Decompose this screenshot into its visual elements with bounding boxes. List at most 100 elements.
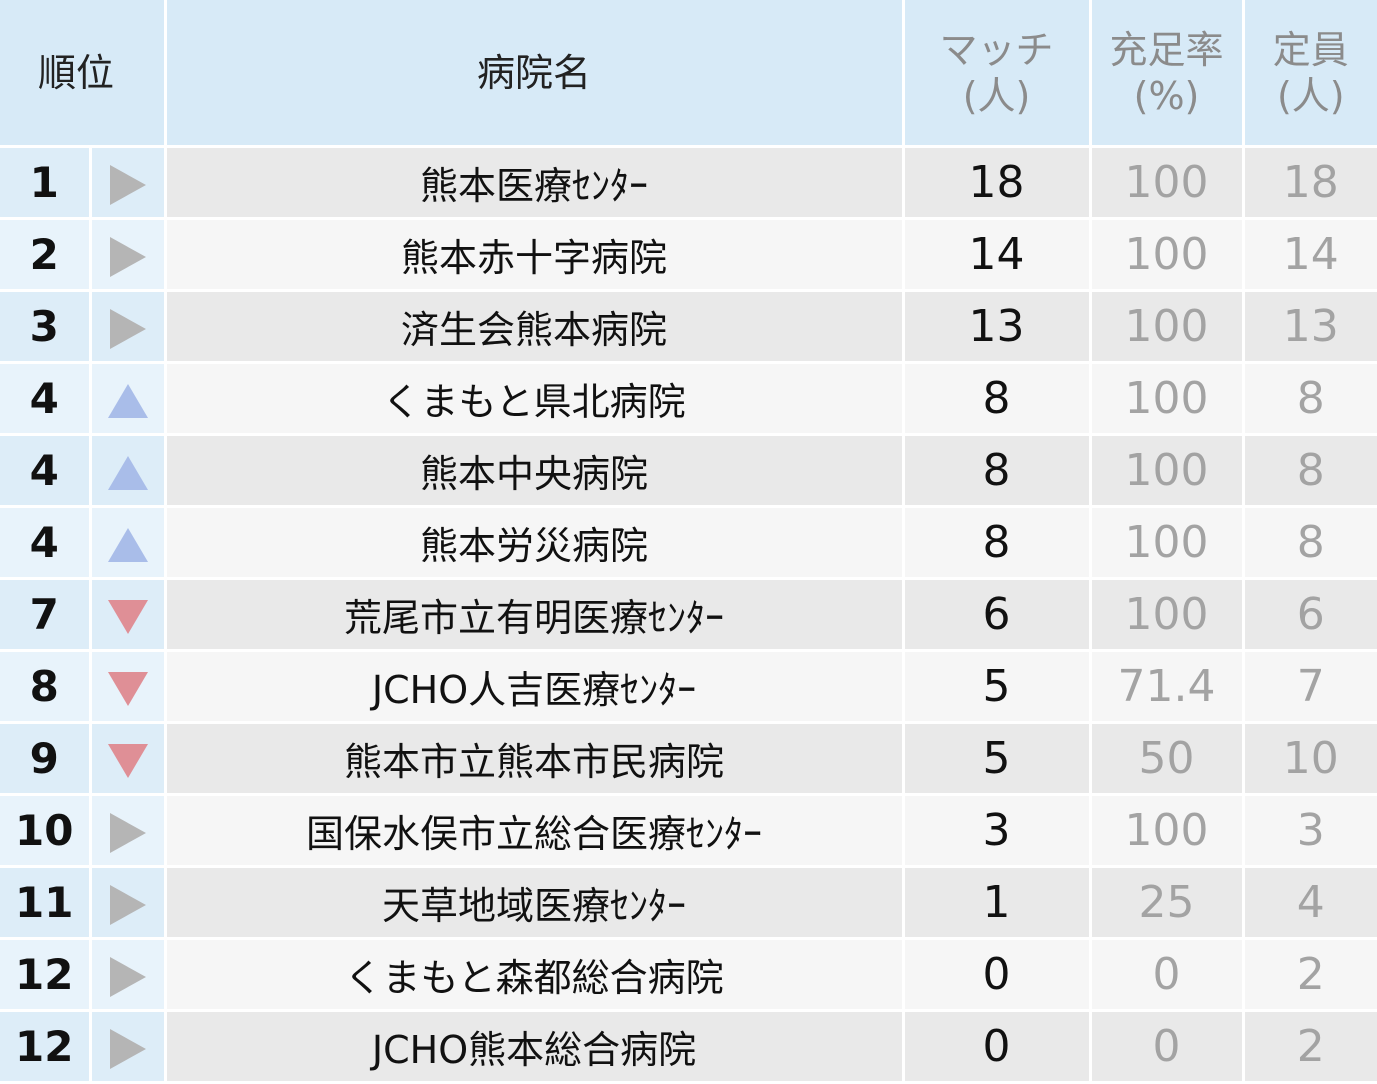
hospital-name-cell: 国保水俣市立総合医療ｾﾝﾀｰ bbox=[165, 794, 905, 868]
trend-cell bbox=[90, 1010, 167, 1084]
hospital-name-cell: JCHO熊本総合病院 bbox=[165, 1010, 905, 1084]
match-cell: 6 bbox=[903, 578, 1092, 652]
capacity-cell: 10 bbox=[1243, 722, 1377, 796]
hospital-name-cell: 熊本市立熊本市民病院 bbox=[165, 722, 905, 796]
table-row: 2 熊本赤十字病院 14 100 14 bbox=[0, 218, 1377, 292]
rank-cell: 4 bbox=[0, 434, 92, 508]
match-cell: 14 bbox=[903, 218, 1092, 292]
match-cell: 13 bbox=[903, 290, 1092, 364]
rank-cell: 8 bbox=[0, 650, 92, 724]
trend-up-icon bbox=[107, 456, 148, 490]
trend-down-icon bbox=[107, 744, 148, 778]
table-row: 3 済生会熊本病院 13 100 13 bbox=[0, 290, 1377, 364]
capacity-cell: 8 bbox=[1243, 434, 1377, 508]
capacity-cell: 18 bbox=[1243, 146, 1377, 220]
capacity-cell: 8 bbox=[1243, 362, 1377, 436]
ranking-rows: 1 熊本医療ｾﾝﾀｰ 18 100 18 2 熊本赤十字病院 14 100 14 3 済生会熊本病院 1… bbox=[0, 146, 1377, 1084]
trend-up-icon bbox=[107, 528, 148, 562]
capacity-cell: 4 bbox=[1243, 866, 1377, 940]
rank-cell: 4 bbox=[0, 362, 92, 436]
capacity-cell: 2 bbox=[1243, 1010, 1377, 1084]
match-cell: 0 bbox=[903, 1010, 1092, 1084]
match-header-label: マッチ bbox=[939, 27, 1054, 72]
table-row: 4 くまもと県北病院 8 100 8 bbox=[0, 362, 1377, 436]
match-cell: 8 bbox=[903, 434, 1092, 508]
fill-rate-cell: 100 bbox=[1090, 794, 1245, 868]
table-row: 12 JCHO熊本総合病院 0 0 2 bbox=[0, 1010, 1377, 1084]
hospital-name-cell: JCHO人吉医療ｾﾝﾀｰ bbox=[165, 650, 905, 724]
rank-cell: 2 bbox=[0, 218, 92, 292]
match-header: マッチ (人) bbox=[903, 0, 1092, 148]
trend-cell bbox=[90, 866, 167, 940]
fill-rate-cell: 100 bbox=[1090, 290, 1245, 364]
trend-flat-icon bbox=[109, 1029, 146, 1069]
trend-flat-icon bbox=[109, 309, 146, 349]
hospital-name-cell: 天草地域医療ｾﾝﾀｰ bbox=[165, 866, 905, 940]
match-cell: 8 bbox=[903, 362, 1092, 436]
fill-rate-cell: 0 bbox=[1090, 1010, 1245, 1084]
trend-flat-icon bbox=[109, 885, 146, 925]
hospital-name-cell: 済生会熊本病院 bbox=[165, 290, 905, 364]
fill-rate-cell: 25 bbox=[1090, 866, 1245, 940]
rank-header: 順位 bbox=[0, 0, 167, 148]
trend-cell bbox=[90, 722, 167, 796]
capacity-cell: 2 bbox=[1243, 938, 1377, 1012]
match-cell: 18 bbox=[903, 146, 1092, 220]
hospital-name-cell: 熊本赤十字病院 bbox=[165, 218, 905, 292]
fill-rate-cell: 50 bbox=[1090, 722, 1245, 796]
table-row: 1 熊本医療ｾﾝﾀｰ 18 100 18 bbox=[0, 146, 1377, 220]
fill-rate-header: 充足率 (%) bbox=[1090, 0, 1245, 148]
capacity-cell: 14 bbox=[1243, 218, 1377, 292]
capacity-cell: 8 bbox=[1243, 506, 1377, 580]
trend-cell bbox=[90, 794, 167, 868]
rank-cell: 1 bbox=[0, 146, 92, 220]
capacity-cell: 3 bbox=[1243, 794, 1377, 868]
trend-cell bbox=[90, 146, 167, 220]
fill-rate-cell: 100 bbox=[1090, 146, 1245, 220]
match-cell: 3 bbox=[903, 794, 1092, 868]
hospital-name-cell: くまもと森都総合病院 bbox=[165, 938, 905, 1012]
capacity-cell: 7 bbox=[1243, 650, 1377, 724]
capacity-header-label: 定員 bbox=[1272, 27, 1349, 72]
table-row: 10 国保水俣市立総合医療ｾﾝﾀｰ 3 100 3 bbox=[0, 794, 1377, 868]
rank-cell: 3 bbox=[0, 290, 92, 364]
fill-rate-cell: 100 bbox=[1090, 362, 1245, 436]
match-header-unit: (人) bbox=[962, 73, 1031, 118]
fill-rate-cell: 100 bbox=[1090, 578, 1245, 652]
rank-cell: 11 bbox=[0, 866, 92, 940]
table-row: 9 熊本市立熊本市民病院 5 50 10 bbox=[0, 722, 1377, 796]
trend-flat-icon bbox=[109, 237, 146, 277]
trend-cell bbox=[90, 362, 167, 436]
trend-cell bbox=[90, 506, 167, 580]
fill-rate-header-unit: (%) bbox=[1133, 73, 1200, 118]
rank-cell: 10 bbox=[0, 794, 92, 868]
capacity-header-unit: (人) bbox=[1276, 73, 1345, 118]
match-cell: 1 bbox=[903, 866, 1092, 940]
fill-rate-cell: 71.4 bbox=[1090, 650, 1245, 724]
match-cell: 0 bbox=[903, 938, 1092, 1012]
table-row: 7 荒尾市立有明医療ｾﾝﾀｰ 6 100 6 bbox=[0, 578, 1377, 652]
table-row: 11 天草地域医療ｾﾝﾀｰ 1 25 4 bbox=[0, 866, 1377, 940]
header-row: 順位 病院名 マッチ (人) 充足率 (%) 定員 (人) bbox=[0, 0, 1377, 148]
hospital-name-cell: 熊本中央病院 bbox=[165, 434, 905, 508]
hospital-name-cell: くまもと県北病院 bbox=[165, 362, 905, 436]
trend-cell bbox=[90, 218, 167, 292]
trend-cell bbox=[90, 938, 167, 1012]
rank-cell: 12 bbox=[0, 1010, 92, 1084]
trend-down-icon bbox=[107, 672, 148, 706]
trend-down-icon bbox=[107, 600, 148, 634]
hospital-name-cell: 熊本医療ｾﾝﾀｰ bbox=[165, 146, 905, 220]
fill-rate-cell: 100 bbox=[1090, 218, 1245, 292]
match-cell: 5 bbox=[903, 722, 1092, 796]
table-row: 4 熊本労災病院 8 100 8 bbox=[0, 506, 1377, 580]
fill-rate-cell: 100 bbox=[1090, 506, 1245, 580]
trend-flat-icon bbox=[109, 165, 146, 205]
rank-cell: 4 bbox=[0, 506, 92, 580]
fill-rate-cell: 0 bbox=[1090, 938, 1245, 1012]
trend-up-icon bbox=[107, 384, 148, 418]
table-row: 12 くまもと森都総合病院 0 0 2 bbox=[0, 938, 1377, 1012]
capacity-cell: 6 bbox=[1243, 578, 1377, 652]
capacity-header: 定員 (人) bbox=[1243, 0, 1377, 148]
match-cell: 5 bbox=[903, 650, 1092, 724]
